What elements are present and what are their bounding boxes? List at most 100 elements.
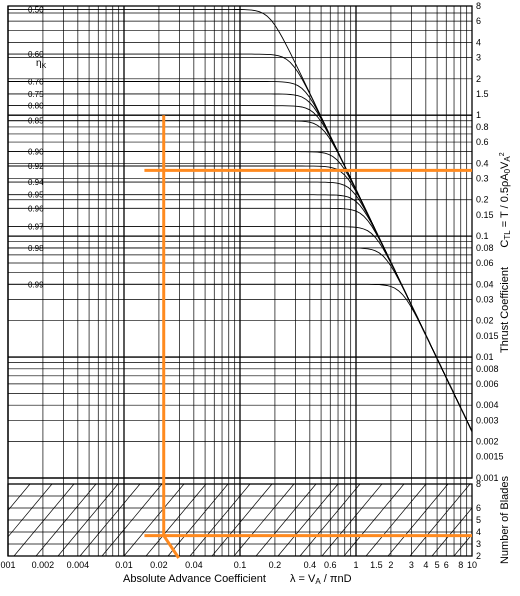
- x-tick-label: 0.04: [185, 560, 203, 570]
- blade-hatch-line: [233, 483, 295, 557]
- x-tick-label: 2: [388, 560, 393, 570]
- eta-curve-0.99: [8, 283, 473, 432]
- y-tick-label: 0.04: [476, 279, 494, 289]
- y-tick-label: 6: [476, 16, 481, 26]
- blade-hatch-line: [409, 483, 471, 557]
- blade-hatch-layer: [7, 483, 473, 557]
- y-tick-label: 0.4: [476, 158, 489, 168]
- blade-hatch-line: [7, 483, 53, 538]
- eta-curve-0.97: [8, 226, 473, 432]
- x-tick-label: 0.01: [115, 560, 133, 570]
- eta-label-0.95: 0.95: [28, 191, 44, 200]
- y-tick-label: 0.1: [476, 231, 489, 241]
- y-tick-label: 0.3: [476, 173, 489, 183]
- x-tick-label: 4: [423, 560, 428, 570]
- blade-hatch-line: [189, 483, 251, 557]
- eta-label-0.80: 0.80: [28, 102, 44, 111]
- eta-label-0.94: 0.94: [28, 178, 44, 187]
- y-tick-label: 0.0015: [476, 452, 504, 462]
- blade-tick-label: 2: [476, 551, 481, 561]
- annotation-layer: [144, 115, 472, 559]
- y-tick-label: 8: [476, 1, 481, 11]
- blade-hatch-line: [321, 483, 383, 557]
- y-tick-label: 0.08: [476, 243, 494, 253]
- blade-hatch-line: [123, 483, 185, 557]
- y-axis-label: Thrust Coefficient: [499, 267, 511, 353]
- blade-hatch-line: [387, 483, 449, 557]
- eta-label-0.97: 0.97: [28, 223, 44, 232]
- blade-tick-label: 4: [476, 527, 481, 537]
- blade-hatch-line: [7, 483, 31, 511]
- blade-hatch-line: [277, 483, 339, 557]
- y-tick-label: 0.004: [476, 400, 499, 410]
- y-tick-label: 0.008: [476, 364, 499, 374]
- y-tick-label: 0.001: [476, 473, 499, 483]
- y-tick-label: 0.8: [476, 122, 489, 132]
- y-tick-label: 0.002: [476, 437, 499, 447]
- x-tick-label: 10: [467, 560, 477, 570]
- blade-hatch-line: [211, 483, 273, 557]
- eta-label-0.99: 0.99: [28, 280, 44, 289]
- blade-tick-label: 6: [476, 503, 481, 513]
- x-tick-label: 1: [353, 560, 358, 570]
- y-tick-label: 4: [476, 37, 481, 47]
- blade-tick-label: 3: [476, 539, 481, 549]
- y-tick-label: 2: [476, 74, 481, 84]
- eta-label-0.60: 0.60: [28, 50, 44, 59]
- y-tick-label: 0.2: [476, 195, 489, 205]
- eta-label-0.70: 0.70: [28, 78, 44, 87]
- annotation-diagonal: [162, 534, 180, 559]
- x-tick-label: 001: [0, 560, 15, 570]
- blade-hatch-line: [453, 534, 473, 557]
- y-tick-label: 0.006: [476, 379, 499, 389]
- label-layer: 0.500.600.700.750.800.850.900.920.940.95…: [0, 1, 503, 570]
- blade-hatch-line: [35, 483, 97, 557]
- blade-hatch-line: [13, 483, 75, 557]
- blade-tick-label: 8: [476, 479, 481, 489]
- x-tick-label: 8: [458, 560, 463, 570]
- eta-label-0.75: 0.75: [28, 90, 44, 99]
- x-tick-label: 0.002: [32, 560, 55, 570]
- x-tick-label: 5: [435, 560, 440, 570]
- x-tick-label: 0.2: [269, 560, 282, 570]
- eta-curve-0.98: [8, 247, 473, 432]
- y-tick-label: 0.03: [476, 294, 494, 304]
- y-tick-label: 0.003: [476, 415, 499, 425]
- blade-tick-label: 5: [476, 515, 481, 525]
- blade-hatch-line: [79, 483, 141, 557]
- blade-hatch-line: [57, 483, 119, 557]
- blade-hatch-line: [431, 507, 473, 557]
- blade-hatch-line: [299, 483, 361, 557]
- y-tick-label: 1: [476, 110, 481, 120]
- x-tick-label: 0.4: [304, 560, 317, 570]
- y-tick-label: 1.5: [476, 89, 489, 99]
- x-tick-label: 0.1: [234, 560, 247, 570]
- blade-hatch-line: [343, 483, 405, 557]
- grid-layer: [7, 5, 473, 557]
- eta-label-0.90: 0.90: [28, 148, 44, 157]
- x-axis-formula: λ = VA / πnD: [290, 573, 352, 586]
- y-tick-label: 0.06: [476, 258, 494, 268]
- x-tick-label: 0.6: [324, 560, 337, 570]
- y-tick-label: 0.015: [476, 331, 499, 341]
- y-tick-label: 0.15: [476, 210, 494, 220]
- curve-layer: [8, 8, 473, 432]
- blade-hatch-line: [365, 483, 427, 557]
- eta-label-0.50: 0.50: [28, 5, 44, 14]
- x-tick-label: 1.5: [370, 560, 383, 570]
- y-tick-label: 0.01: [476, 352, 494, 362]
- eta-label-0.85: 0.85: [28, 117, 44, 126]
- x-tick-label: 6: [444, 560, 449, 570]
- x-tick-label: 3: [409, 560, 414, 570]
- y-tick-label: 0.6: [476, 137, 489, 147]
- y-tick-label: 0.02: [476, 316, 494, 326]
- x-axis-label: Absolute Advance Coefficient: [123, 573, 266, 585]
- blade-hatch-line: [101, 483, 163, 557]
- eta-label-0.98: 0.98: [28, 244, 44, 253]
- eta-symbol: ηK: [36, 58, 47, 70]
- y-tick-label: 3: [476, 53, 481, 63]
- blade-hatch-line: [167, 483, 229, 557]
- y-axis-formula: CTL = T / 0.5ρA0VA2: [499, 152, 512, 247]
